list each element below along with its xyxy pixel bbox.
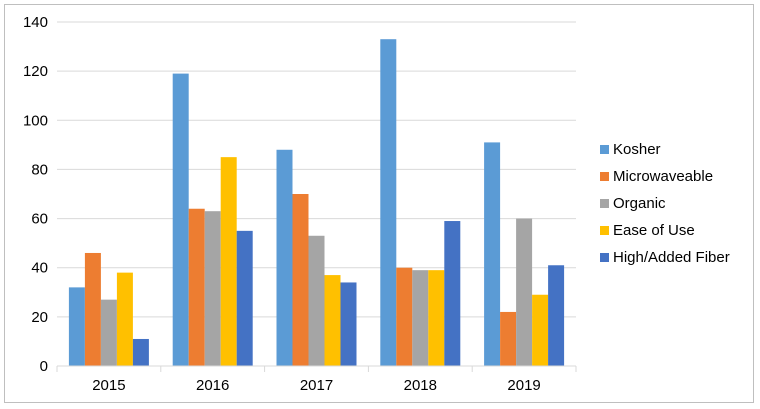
y-tick-label: 0 bbox=[40, 358, 48, 375]
x-tick-label: 2019 bbox=[507, 377, 540, 394]
bar bbox=[428, 270, 445, 366]
legend-label: Microwaveable bbox=[613, 168, 713, 185]
bar bbox=[444, 221, 461, 366]
bar bbox=[380, 39, 397, 366]
bar bbox=[292, 194, 309, 366]
legend: Kosher Microwaveable Organic Ease of Use Hig… bbox=[600, 141, 730, 266]
bar bbox=[484, 142, 501, 366]
bar bbox=[188, 208, 205, 366]
bar bbox=[412, 270, 429, 366]
bar bbox=[84, 252, 101, 366]
x-axis-ticks: 2015 2016 2017 2018 2019 bbox=[92, 377, 541, 394]
y-tick-label: 120 bbox=[23, 63, 48, 80]
legend-swatch bbox=[600, 145, 609, 154]
y-tick-label: 80 bbox=[31, 161, 48, 178]
x-tick-label: 2017 bbox=[300, 377, 333, 394]
x-tick-label: 2015 bbox=[92, 377, 125, 394]
legend-label: High/Added Fiber bbox=[613, 249, 730, 266]
legend-swatch bbox=[600, 172, 609, 181]
bar bbox=[220, 157, 237, 366]
bars bbox=[68, 39, 565, 366]
y-axis-ticks: 0 20 40 60 80 100 120 140 bbox=[23, 14, 48, 375]
legend-label: Ease of Use bbox=[613, 222, 695, 239]
y-tick-label: 140 bbox=[23, 14, 48, 31]
y-tick-label: 40 bbox=[31, 260, 48, 277]
bar bbox=[548, 265, 565, 366]
bar bbox=[308, 235, 325, 366]
legend-label: Kosher bbox=[613, 141, 661, 158]
legend-swatch bbox=[600, 253, 609, 262]
bar bbox=[116, 272, 133, 366]
bar bbox=[324, 275, 341, 366]
y-tick-label: 60 bbox=[31, 211, 48, 228]
legend-swatch bbox=[600, 226, 609, 235]
bar bbox=[532, 294, 549, 366]
bar bbox=[500, 311, 517, 366]
bar bbox=[276, 149, 293, 366]
bar bbox=[172, 73, 189, 366]
x-axis bbox=[56, 365, 577, 372]
bar bbox=[340, 282, 357, 366]
bar bbox=[516, 218, 533, 366]
bar bbox=[236, 230, 253, 366]
bar bbox=[204, 211, 221, 366]
legend-label: Organic bbox=[613, 195, 666, 212]
y-tick-label: 20 bbox=[31, 309, 48, 326]
x-tick-label: 2016 bbox=[196, 377, 229, 394]
bar bbox=[68, 287, 85, 366]
legend-swatch bbox=[600, 199, 609, 208]
bar bbox=[100, 299, 117, 366]
bar bbox=[132, 338, 149, 366]
bar bbox=[396, 267, 413, 366]
y-tick-label: 100 bbox=[23, 112, 48, 129]
x-tick-label: 2018 bbox=[404, 377, 437, 394]
